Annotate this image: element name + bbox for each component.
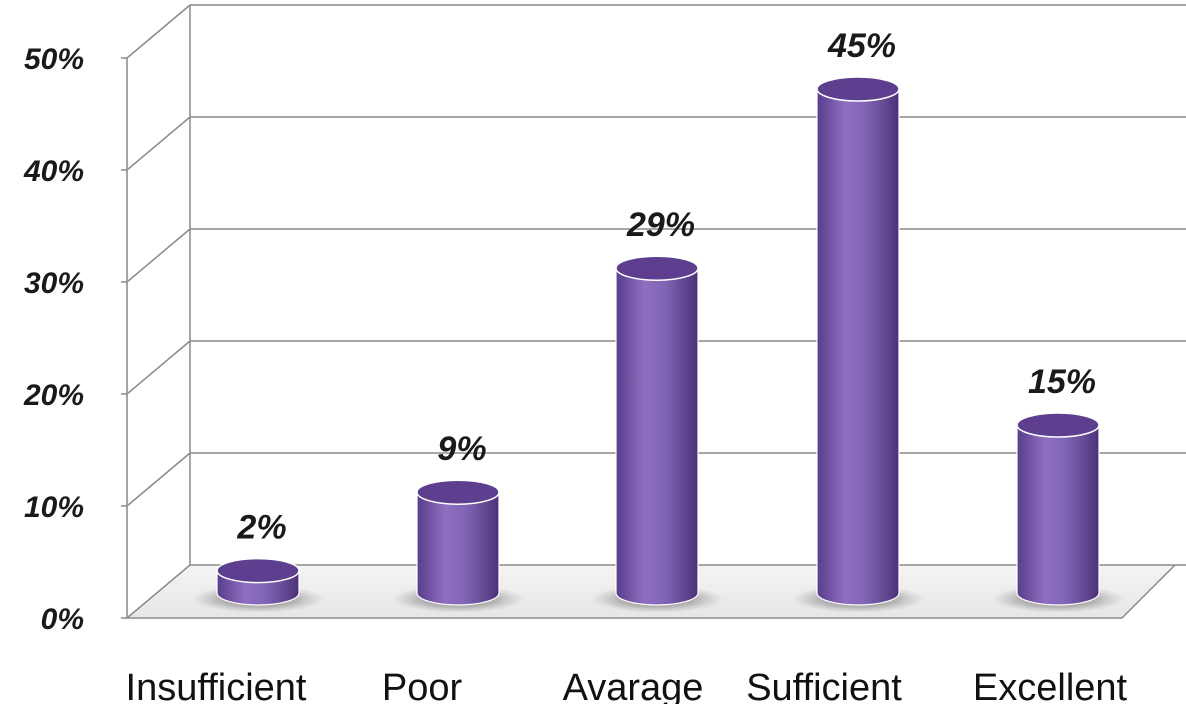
bar bbox=[1016, 424, 1100, 606]
data-label: 29% bbox=[626, 206, 695, 244]
bar-top bbox=[416, 479, 500, 505]
x-tick-label: Poor bbox=[382, 667, 463, 704]
y-tick-label: 30% bbox=[24, 267, 84, 300]
data-label: 15% bbox=[1028, 363, 1096, 401]
gridline-diagonal bbox=[126, 564, 191, 619]
floor-right-edge bbox=[1121, 564, 1176, 619]
bar bbox=[615, 267, 699, 606]
data-labels: 2% 9% 29% 45% 15% bbox=[236, 27, 1096, 547]
data-label: 2% bbox=[236, 509, 286, 547]
data-label: 9% bbox=[437, 430, 486, 468]
x-tick-label: Insufficient bbox=[126, 667, 307, 704]
gridline-diagonal bbox=[126, 228, 191, 283]
bars bbox=[191, 76, 1125, 613]
bar-top bbox=[216, 557, 300, 584]
gridline-diagonal bbox=[126, 116, 191, 171]
data-label: 45% bbox=[827, 27, 896, 65]
x-axis-labels: Insufficient Poor Avarage Sufficient Excelle… bbox=[126, 667, 1128, 709]
y-tick-label: 40% bbox=[23, 155, 84, 188]
bar bbox=[816, 88, 900, 606]
y-tick-label: 20% bbox=[23, 379, 84, 412]
bar bbox=[416, 491, 500, 606]
y-tick-label: 50% bbox=[24, 43, 84, 76]
bar-top bbox=[816, 76, 900, 102]
y-tick-label: 0% bbox=[41, 603, 84, 636]
gridline-diagonal bbox=[126, 340, 191, 395]
bar-top bbox=[615, 255, 699, 281]
bar-top bbox=[1016, 412, 1100, 438]
gridline-diagonal bbox=[126, 4, 191, 59]
y-axis-ticks: 0% 10% 20% 30% 40% 50% bbox=[23, 43, 84, 636]
y-tick-label: 10% bbox=[24, 491, 84, 524]
gridline-diagonal bbox=[126, 452, 191, 507]
x-tick-label: Excellent bbox=[973, 667, 1128, 704]
x-tick-label: Sufficient bbox=[746, 667, 902, 704]
x-tick-label: Avarage bbox=[563, 667, 704, 704]
